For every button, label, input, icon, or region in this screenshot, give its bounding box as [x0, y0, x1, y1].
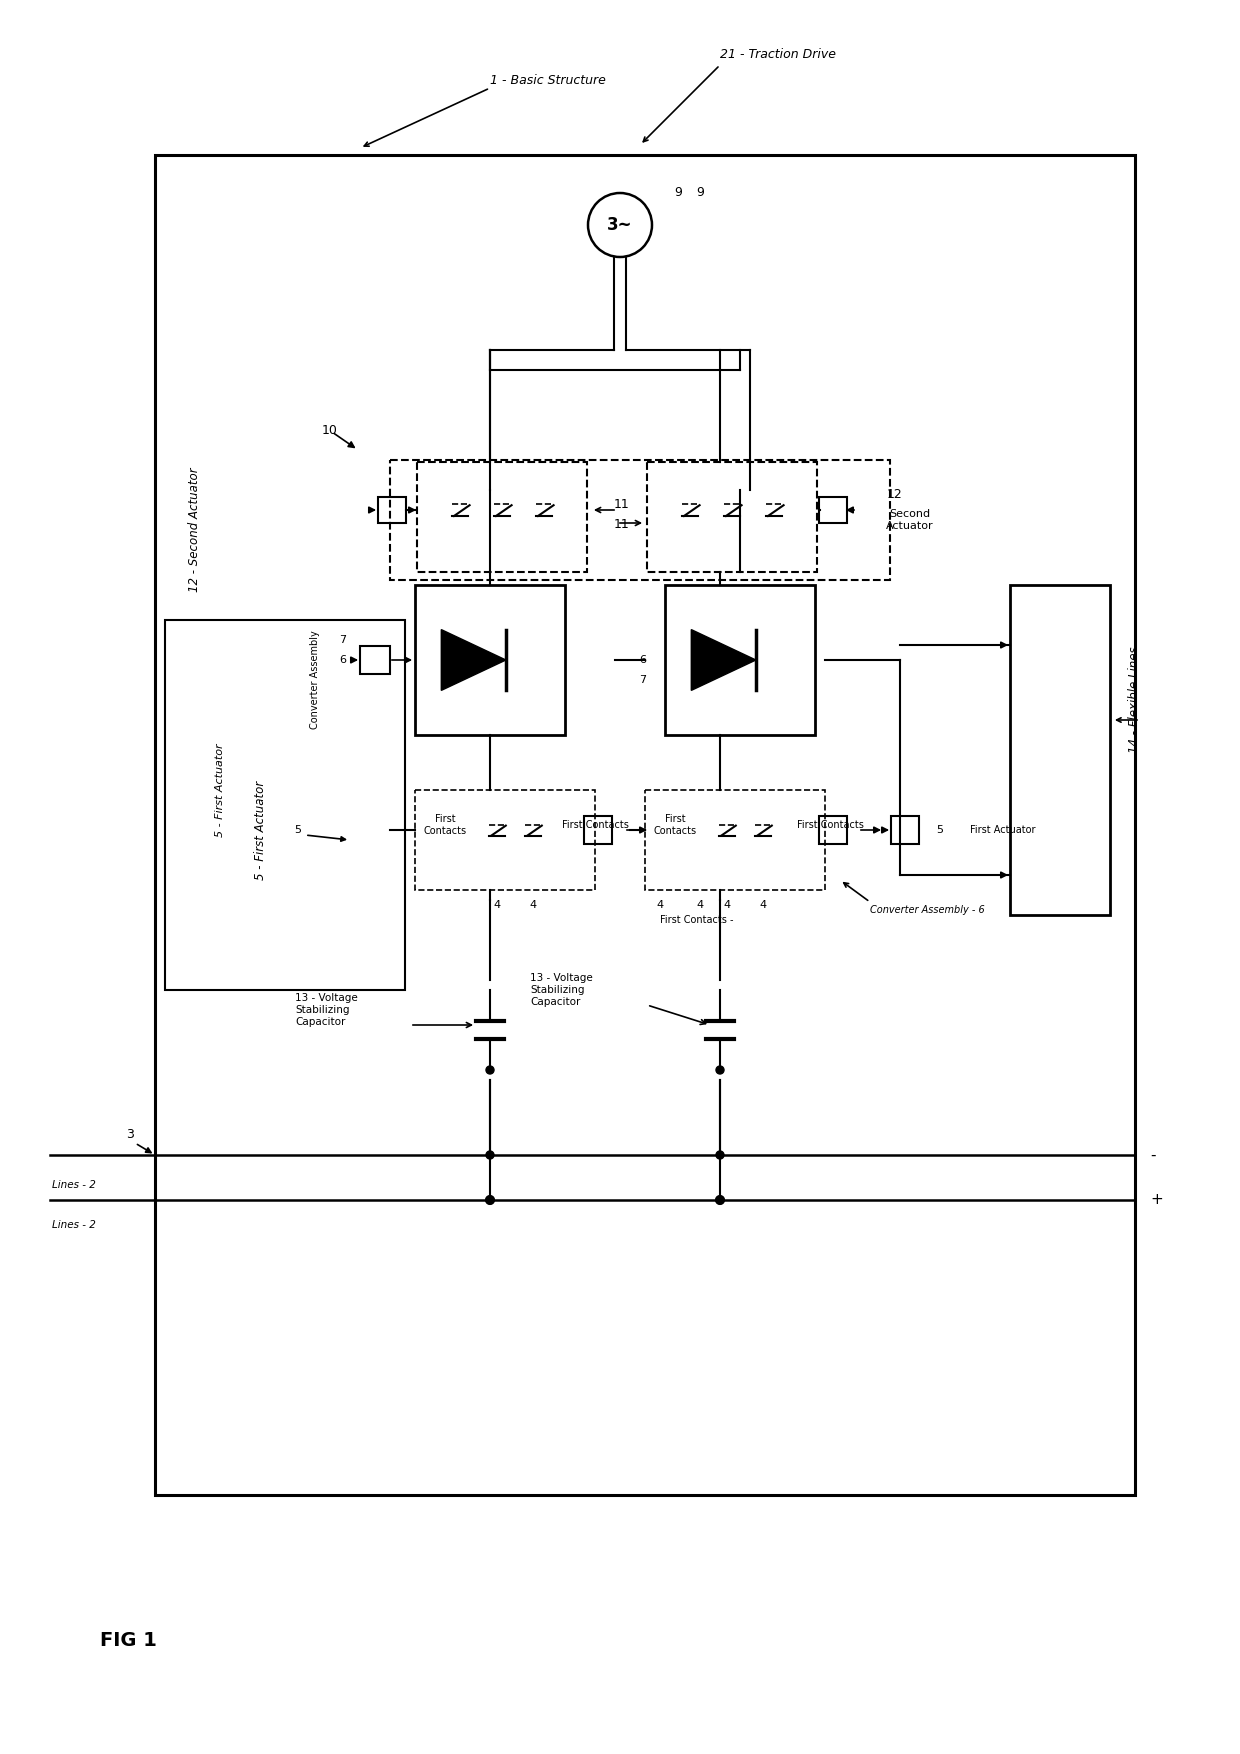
Bar: [584, 816, 613, 844]
Bar: [155, 154, 1135, 1494]
Text: Converter Assembly - 6: Converter Assembly - 6: [870, 905, 985, 916]
Text: 12: 12: [887, 489, 903, 502]
Bar: [818, 496, 847, 523]
Text: 11: 11: [614, 519, 630, 531]
Text: 5: 5: [936, 824, 944, 835]
Text: 7: 7: [640, 675, 646, 686]
Text: -: -: [1149, 1147, 1156, 1163]
Text: 5 - First Actuator: 5 - First Actuator: [215, 744, 224, 837]
Bar: [417, 461, 587, 572]
Text: 4: 4: [656, 900, 663, 910]
Bar: [378, 496, 405, 523]
Polygon shape: [692, 630, 756, 691]
Circle shape: [715, 1066, 724, 1073]
Text: FIG 1: FIG 1: [100, 1631, 157, 1649]
Bar: [165, 619, 405, 989]
Text: First Contacts: First Contacts: [562, 821, 629, 830]
Text: +: +: [1149, 1193, 1163, 1207]
Text: 3~: 3~: [608, 216, 632, 233]
Text: First
Contacts: First Contacts: [423, 814, 466, 837]
Text: 1 - Basic Structure: 1 - Basic Structure: [490, 74, 606, 86]
Bar: [818, 816, 847, 844]
Circle shape: [486, 1066, 494, 1073]
Bar: [645, 789, 825, 889]
Text: 9: 9: [675, 186, 682, 200]
Circle shape: [486, 1151, 494, 1159]
Circle shape: [715, 1196, 724, 1203]
Text: 13 - Voltage
Stabilizing
Capacitor: 13 - Voltage Stabilizing Capacitor: [529, 973, 593, 1007]
Text: First
Contacts: First Contacts: [653, 814, 697, 837]
Bar: [1011, 586, 1110, 916]
Text: 12 - Second Actuator: 12 - Second Actuator: [188, 468, 201, 593]
Text: Second
Actuator: Second Actuator: [887, 509, 934, 531]
Bar: [360, 645, 391, 674]
Text: 21 - Traction Drive: 21 - Traction Drive: [720, 49, 836, 61]
Text: Lines - 2: Lines - 2: [52, 1221, 95, 1230]
Text: First Contacts -: First Contacts -: [660, 916, 734, 924]
Text: First Contacts: First Contacts: [796, 821, 863, 830]
Text: 3: 3: [126, 1128, 134, 1142]
Text: 7: 7: [340, 635, 346, 645]
Text: First Actuator: First Actuator: [970, 824, 1035, 835]
Bar: [647, 461, 817, 572]
Text: 13 - Voltage
Stabilizing
Capacitor: 13 - Voltage Stabilizing Capacitor: [295, 993, 358, 1026]
Bar: [391, 460, 890, 581]
Text: 6: 6: [640, 654, 646, 665]
Text: 6: 6: [340, 654, 346, 665]
Text: 9: 9: [696, 186, 704, 200]
Circle shape: [486, 1196, 494, 1203]
Text: Lines - 2: Lines - 2: [52, 1180, 95, 1189]
Text: 5: 5: [295, 824, 301, 835]
Polygon shape: [441, 630, 506, 691]
Circle shape: [715, 1151, 724, 1159]
Text: Converter Assembly: Converter Assembly: [310, 631, 320, 730]
Text: 14 - Flexible Lines: 14 - Flexible Lines: [1128, 647, 1142, 752]
Bar: [892, 816, 919, 844]
Text: 4: 4: [529, 900, 537, 910]
Text: 11: 11: [614, 498, 630, 512]
Text: 10: 10: [322, 423, 339, 437]
Text: 4: 4: [723, 900, 730, 910]
Text: 4: 4: [759, 900, 766, 910]
Text: 4: 4: [697, 900, 703, 910]
Bar: [415, 789, 595, 889]
Text: 5 - First Actuator: 5 - First Actuator: [253, 781, 267, 879]
Bar: [665, 586, 815, 735]
Text: 4: 4: [494, 900, 501, 910]
Bar: [415, 586, 565, 735]
